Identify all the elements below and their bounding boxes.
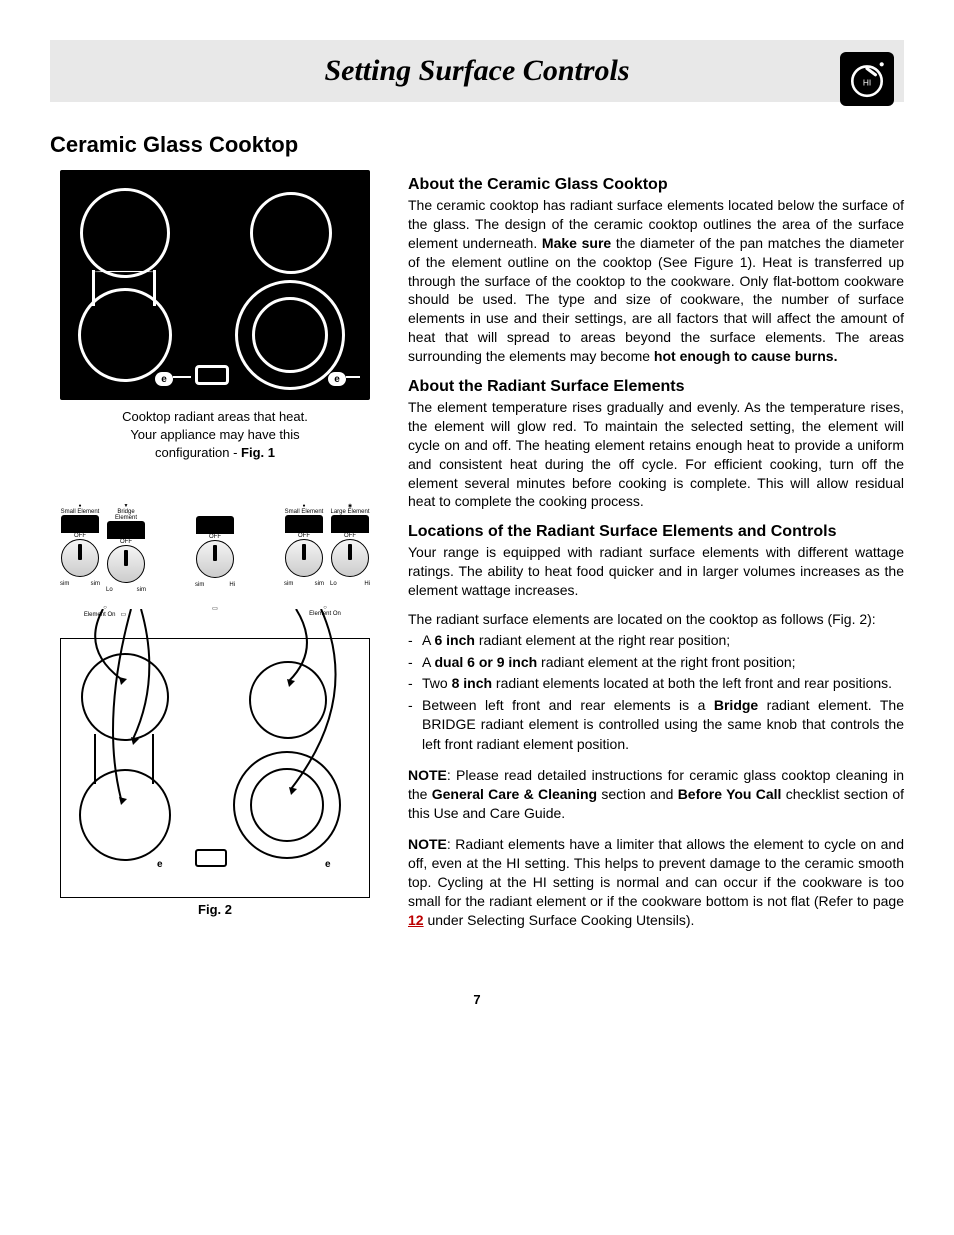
- list-item: - Between left front and rear elements i…: [408, 696, 904, 755]
- figure-1-cooktop: e e: [60, 170, 370, 400]
- locations-list: - A 6 inch radiant element at the right …: [408, 631, 904, 755]
- knob: ▼ Bridge Element OFF Losim: [106, 503, 146, 563]
- about-radiant-heading: About the Radiant Surface Elements: [408, 378, 904, 396]
- knob: OFF simHi: [195, 503, 235, 563]
- list-item: - Two 8 inch radiant elements located at…: [408, 674, 904, 694]
- cooktop-knob-icon: HI: [840, 52, 894, 106]
- note-2: NOTE: Radiant elements have a limiter th…: [408, 835, 904, 929]
- knob: ◉ Large Element OFF LoHi: [330, 503, 370, 563]
- figure-2-diagram: e e: [60, 638, 370, 898]
- page-number: 7: [50, 992, 904, 1007]
- locations-p2: The radiant surface elements are located…: [408, 610, 904, 629]
- section-title: Ceramic Glass Cooktop: [50, 132, 904, 158]
- knob: ● Small Element OFF simsim: [60, 503, 100, 563]
- svg-text:HI: HI: [863, 77, 871, 87]
- content-columns: e e Cooktop radiant areas that heat. You…: [50, 170, 904, 942]
- about-cooktop-heading: About the Ceramic Glass Cooktop: [408, 176, 904, 194]
- right-column: About the Ceramic Glass Cooktop The cera…: [408, 170, 904, 942]
- knob: ● Small Element OFF simsim: [284, 503, 324, 563]
- figure-1-caption: Cooktop radiant areas that heat. Your ap…: [50, 408, 380, 463]
- locations-p1: Your range is equipped with radiant surf…: [408, 543, 904, 600]
- about-radiant-text: The element temperature rises gradually …: [408, 398, 904, 511]
- list-item: - A dual 6 or 9 inch radiant element at …: [408, 653, 904, 673]
- fig1-caption-line2: Your appliance may have this: [130, 427, 299, 442]
- page-title: Setting Surface Controls: [324, 54, 629, 88]
- locations-heading: Locations of the Radiant Surface Element…: [408, 523, 904, 541]
- left-column: e e Cooktop radiant areas that heat. You…: [50, 170, 380, 942]
- knob-panel: ● Small Element OFF simsim ▼ Bridge Elem…: [60, 503, 370, 618]
- note-1: NOTE: Please read detailed instructions …: [408, 766, 904, 823]
- fig1-caption-line3a: configuration -: [155, 445, 241, 460]
- figure-2-label: Fig. 2: [50, 902, 380, 917]
- about-cooktop-text: The ceramic cooktop has radiant surface …: [408, 196, 904, 366]
- page-link-12[interactable]: 12: [408, 912, 424, 928]
- list-item: - A 6 inch radiant element at the right …: [408, 631, 904, 651]
- fig1-caption-line1: Cooktop radiant areas that heat.: [122, 409, 308, 424]
- fig1-caption-line3b: Fig. 1: [241, 445, 275, 460]
- header-band: Setting Surface Controls HI: [50, 40, 904, 102]
